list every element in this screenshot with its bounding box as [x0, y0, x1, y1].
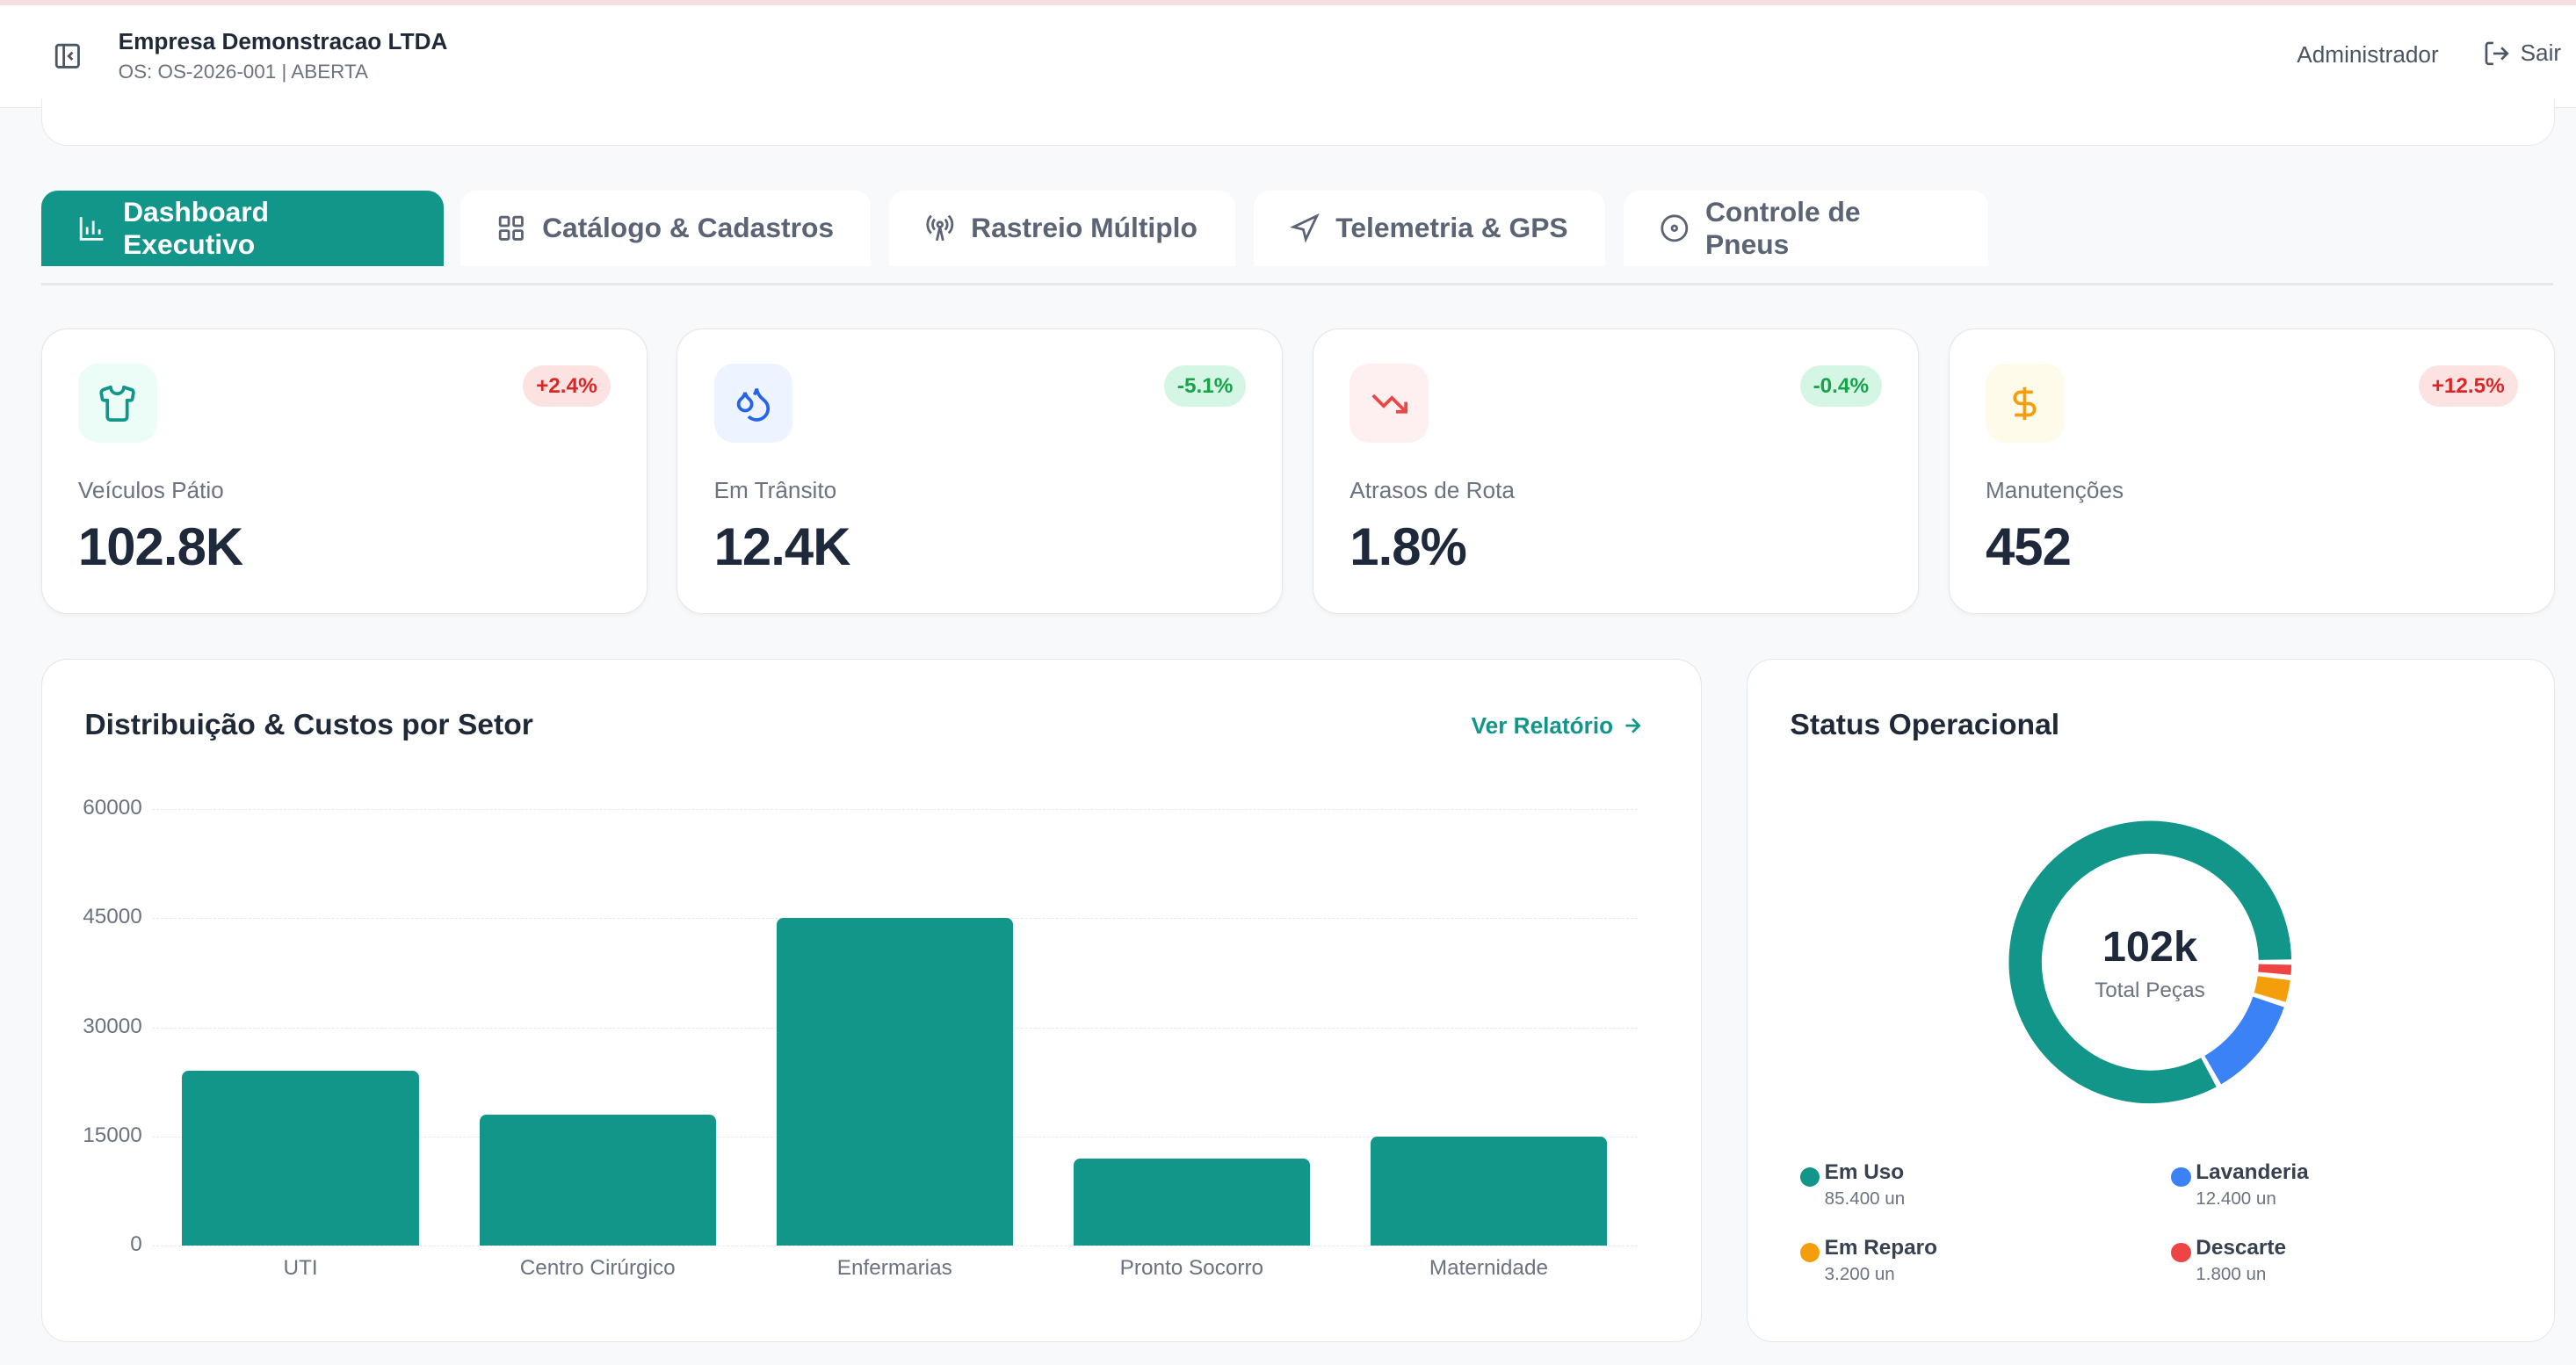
kpi-icon-box [1350, 364, 1429, 444]
chart-title: Distribuição & Custos por Setor [84, 708, 533, 741]
status-card: Status Operacional 102k Total Peças Em U… [1746, 658, 2555, 1342]
bar-uti[interactable] [182, 1071, 419, 1246]
legend-dot [1799, 1242, 1820, 1263]
kpi-value: 102.8K [77, 517, 243, 577]
donut-slice-descarte[interactable] [2257, 964, 2291, 975]
kpi-card-veiculos-patio: +2.4% Veículos Pátio 102.8K [40, 329, 648, 615]
x-tick-label: Enfermarias [836, 1255, 952, 1280]
x-tick-label: UTI [283, 1255, 318, 1280]
y-tick-text: 30000 [83, 1014, 142, 1038]
y-tick-text: 15000 [83, 1123, 142, 1148]
kpi-change-badge: -5.1% [1163, 365, 1247, 407]
logout-button[interactable]: Sair [2483, 40, 2562, 68]
collapsed-panel [40, 98, 2555, 146]
kpi-card-em-transito: -5.1% Em Trânsito 12.4K [677, 329, 1284, 615]
x-tick-label: Maternidade [1429, 1255, 1548, 1280]
trending-down-icon [1371, 394, 1407, 414]
donut-slice-em-uso[interactable] [2008, 820, 2291, 1103]
user-name[interactable]: Administrador [2297, 40, 2439, 68]
kpi-label: Atrasos de Rota [1350, 477, 1515, 504]
grid-icon [498, 215, 524, 241]
tab-rastreio-multiplo[interactable]: Rastreio Múltiplo [888, 190, 1236, 266]
x-tick-label: Centro Cirúrgico [519, 1255, 676, 1280]
tab-telemetria-gps[interactable]: Telemetria & GPS [1253, 190, 1605, 266]
bar-centro-cir-rgico[interactable] [479, 1115, 716, 1246]
view-report-label: Ver Relatório [1471, 711, 1614, 739]
kpi-label: Veículos Pátio [77, 477, 224, 504]
dollar-icon [2013, 386, 2037, 420]
view-report-link[interactable]: Ver Relatório [1472, 712, 1645, 740]
kpi-icon-box [713, 364, 793, 444]
bar-chart-icon [79, 217, 104, 241]
x-tick-label: Pronto Socorro [1119, 1255, 1264, 1280]
y-tick-label: 30000 [83, 1015, 142, 1041]
bar-maternidade[interactable] [1370, 1137, 1608, 1246]
tabs-divider [40, 282, 2553, 286]
gridline [152, 809, 1638, 810]
donut-caption: Total Peças [2095, 978, 2205, 1002]
legend-value: 3.200 un [1824, 1264, 1895, 1284]
kpi-value: 1.8% [1350, 517, 1467, 577]
donut-chart [2008, 820, 2291, 1103]
arrow-right-icon [1625, 718, 1642, 733]
y-tick-label: 60000 [83, 796, 142, 822]
legend-dot [2171, 1242, 2191, 1263]
logout-icon [2485, 41, 2509, 66]
tab-dashboard-executivo[interactable]: Dashboard Executivo [40, 190, 444, 266]
y-tick-text: 45000 [83, 905, 142, 929]
legend-name: Lavanderia [2196, 1160, 2309, 1185]
navigation-icon [1289, 213, 1320, 243]
status-title: Status Operacional [1790, 708, 2060, 741]
tab-catalogo-cadastros[interactable]: Catálogo & Cadastros [459, 190, 872, 266]
sector-costs-card: Distribuição & Custos por Setor Ver Rela… [40, 658, 1704, 1343]
donut-total: 102k [2102, 923, 2197, 971]
logout-label: Sair [2520, 40, 2562, 67]
y-tick-text: 0 [130, 1232, 142, 1257]
legend-name: Descarte [2196, 1236, 2286, 1260]
kpi-change-badge: +2.4% [523, 365, 611, 407]
order-status: OS: OS-2026-001 | ABERTA [118, 61, 368, 83]
donut-slice-em-reparo[interactable] [2254, 975, 2290, 1002]
y-tick-label: 15000 [83, 1123, 142, 1150]
tab-controle-pneus[interactable]: Controle de Pneus [1623, 190, 1988, 266]
kpi-icon-box [77, 364, 157, 444]
droplets-icon [736, 387, 771, 422]
legend-dot [1799, 1166, 1820, 1188]
tab-label: Rastreio Múltiplo [971, 212, 1198, 244]
kpi-value: 12.4K [713, 517, 851, 577]
tab-label: Dashboard Executivo [123, 195, 270, 260]
kpi-card-atrasos-rota: -0.4% Atrasos de Rota 1.8% [1313, 329, 1920, 615]
legend-value: 12.400 un [2196, 1188, 2276, 1209]
y-tick-text: 60000 [83, 796, 142, 820]
legend-value: 85.400 un [1824, 1188, 1906, 1209]
tab-label: Controle de Pneus [1704, 195, 1861, 260]
kpi-value: 452 [1985, 517, 2072, 577]
tab-label: Catálogo & Cadastros [542, 212, 835, 244]
kpi-label: Manutenções [1985, 477, 2124, 504]
sidebar-toggle-icon[interactable] [53, 41, 83, 71]
legend-name: Em Reparo [1824, 1236, 1937, 1260]
disc-icon [1661, 214, 1688, 242]
legend-name: Em Uso [1824, 1160, 1905, 1185]
kpi-label: Em Trânsito [713, 477, 837, 504]
kpi-change-badge: +12.5% [2418, 365, 2518, 407]
legend-value: 1.800 un [2196, 1264, 2267, 1284]
legend-dot [2171, 1166, 2191, 1188]
y-tick-label: 0 [83, 1232, 142, 1259]
kpi-card-manutencoes: +12.5% Manutenções 452 [1948, 329, 2555, 615]
kpi-change-badge: -0.4% [1799, 365, 1883, 407]
shirt-icon [99, 385, 136, 422]
bar-enfermarias[interactable] [776, 918, 1013, 1246]
kpi-icon-box [1985, 364, 2065, 444]
donut-slice-lavanderia[interactable] [2203, 995, 2284, 1084]
tab-label: Telemetria & GPS [1335, 212, 1568, 244]
bar-chart: 0 15000 30000 45000 60000 UTI Centro Cirúrgico… [42, 660, 1704, 1343]
top-accent-line [0, 0, 2576, 5]
company-name: Empresa Demonstracao LTDA [118, 27, 448, 54]
bar-pronto-socorro[interactable] [1073, 1158, 1310, 1246]
radio-tower-icon [926, 214, 954, 242]
y-tick-label: 45000 [83, 905, 142, 931]
top-header: Empresa Demonstracao LTDA OS: OS-2026-00… [0, 4, 2576, 108]
